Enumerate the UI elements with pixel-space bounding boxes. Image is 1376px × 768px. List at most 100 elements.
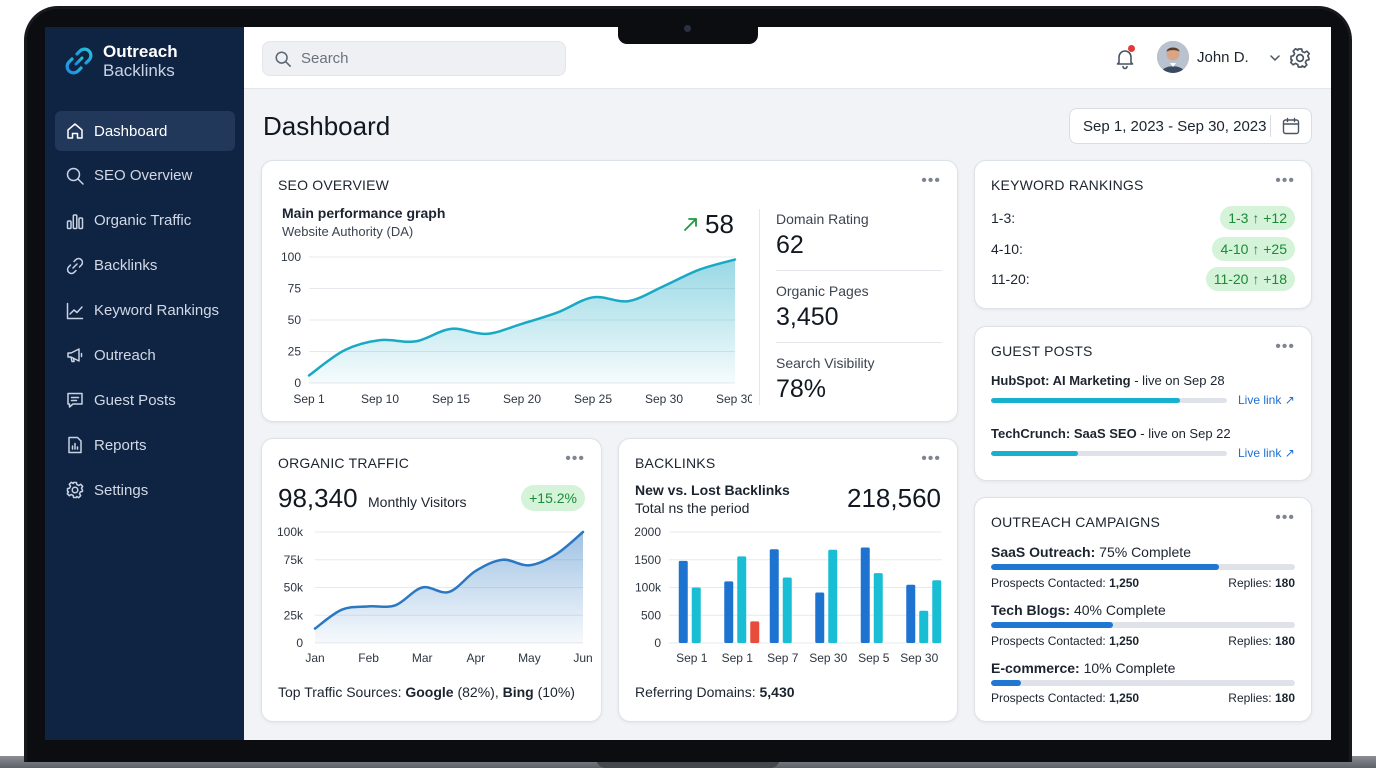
traffic-sources: Top Traffic Sources: Google (82%), Bing … <box>278 684 575 700</box>
traffic-area-chart: 0 25k 50k 75k 100k Jan Feb Mar Apr May Jun <box>277 525 593 665</box>
outreach-campaigns-card: OUTREACH CAMPAIGNS ••• SaaS Outreach: 75… <box>974 497 1312 722</box>
sidebar-item-outreach[interactable]: Outreach <box>55 335 235 375</box>
x-tick-label: Sep 30 <box>716 392 752 406</box>
chain-logo-icon <box>65 47 93 75</box>
bar-new <box>815 592 825 643</box>
x-tick-label: Sep 15 <box>432 392 470 406</box>
search-icon <box>65 166 85 186</box>
change-badge: +15.2% <box>521 485 585 511</box>
metric-value: 78% <box>776 375 827 403</box>
referring-domains: Referring Domains: 5,430 <box>635 684 795 700</box>
chevron-down-icon[interactable] <box>1268 51 1282 65</box>
bar-new <box>906 584 916 643</box>
y-tick-label: 0 <box>294 376 301 390</box>
more-options-icon[interactable]: ••• <box>565 450 585 467</box>
x-tick-label: Sep 30 <box>900 651 938 665</box>
home-icon <box>65 121 85 141</box>
campaign-title: Tech Blogs: 40% Complete <box>991 602 1166 618</box>
card-title: GUEST POSTS <box>991 343 1093 359</box>
metric-label: Organic Pages <box>776 283 869 299</box>
backlinks-total: 218,560 <box>847 483 941 513</box>
search-input[interactable] <box>301 50 541 67</box>
guest-post-title: TechCrunch: SaaS SEO - live on Sep 22 <box>991 426 1231 441</box>
x-tick-label: Sep 30 <box>809 651 847 665</box>
monthly-visitors-value: 98,340 <box>278 483 358 513</box>
bar-new <box>769 549 779 643</box>
keyword-change-badge: 11-20 ↑ +18 <box>1205 267 1295 291</box>
avatar[interactable] <box>1157 41 1189 73</box>
monthly-visitors-label: Monthly Visitors <box>368 494 467 510</box>
x-tick-label: Sep 30 <box>645 392 683 406</box>
x-tick-label: Sep 10 <box>361 392 399 406</box>
date-range-picker[interactable]: Sep 1, 2023 - Sep 30, 2023 <box>1069 108 1312 144</box>
organic-traffic-card: ORGANIC TRAFFIC ••• 98,340 Monthly Visit… <box>261 438 602 722</box>
y-tick-label: 75 <box>288 282 302 296</box>
y-tick-label: 75k <box>284 553 304 567</box>
da-area-chart: 0 25 50 75 100 Sep 1 Sep 10 Sep 15 Sep 20 Sep 25 S… <box>281 250 752 406</box>
sidebar-item-label: Keyword Rankings <box>94 302 220 320</box>
bar-second <box>782 577 792 643</box>
keyword-change-badge: 4-10 ↑ +25 <box>1212 237 1295 261</box>
keyword-range-label: 4-10: <box>991 241 1023 257</box>
seo-overview-card: SEO OVERVIEW ••• Main performance graph … <box>261 160 958 422</box>
more-options-icon[interactable]: ••• <box>1275 509 1295 526</box>
y-tick-label: 100k <box>277 525 304 539</box>
metric-organic-pages: Organic Pages 3,450 <box>776 283 869 332</box>
y-tick-label: 2000 <box>634 525 661 539</box>
live-link[interactable]: Live link ↗ <box>1238 446 1295 460</box>
calendar-icon <box>1282 117 1300 135</box>
keyword-row: 1-3: 1-3 ↑ +12 <box>991 206 1295 230</box>
sidebar-item-seo-overview[interactable]: SEO Overview <box>55 156 235 196</box>
series-line <box>313 530 585 630</box>
campaign-title: E-commerce: 10% Complete <box>991 660 1176 676</box>
more-options-icon[interactable]: ••• <box>921 172 941 189</box>
sidebar-item-label: SEO Overview <box>94 167 193 185</box>
sidebar-item-settings[interactable]: Settings <box>55 470 235 510</box>
user-name[interactable]: John D. <box>1197 49 1249 66</box>
sidebar-item-keyword-rankings[interactable]: Keyword Rankings <box>55 291 235 331</box>
series-line <box>307 258 737 377</box>
live-link[interactable]: Live link ↗ <box>1238 393 1295 407</box>
y-tick-label: 100 <box>281 250 301 264</box>
sidebar-item-dashboard[interactable]: Dashboard <box>55 111 235 151</box>
sidebar-item-label: Organic Traffic <box>94 212 192 230</box>
guest-post-progress <box>991 398 1227 403</box>
bell-icon[interactable] <box>1113 46 1137 70</box>
guest-post-progress <box>991 451 1227 456</box>
sidebar-nav: Dashboard SEO Overview Organic Traffic B… <box>55 111 235 515</box>
keyword-row: 11-20: 11-20 ↑ +18 <box>991 267 1295 291</box>
metric-label: Search Visibility <box>776 355 875 371</box>
sidebar-item-reports[interactable]: Reports <box>55 425 235 465</box>
brand[interactable]: Outreach Backlinks <box>63 42 178 80</box>
card-title: OUTREACH CAMPAIGNS <box>991 514 1161 530</box>
message-icon <box>65 390 85 410</box>
report-icon <box>65 435 85 455</box>
x-tick-label: Jan <box>305 651 324 665</box>
external-link-icon: ↗ <box>1284 446 1295 460</box>
screen: Outreach Backlinks Dashboard SEO Overvie… <box>45 27 1331 740</box>
sidebar-item-backlinks[interactable]: Backlinks <box>55 246 235 286</box>
keyword-change-badge: 1-3 ↑ +12 <box>1220 206 1295 230</box>
x-tick-label: Feb <box>358 651 379 665</box>
keyword-row: 4-10: 4-10 ↑ +25 <box>991 237 1295 261</box>
line-chart-icon <box>65 301 85 321</box>
sidebar-item-label: Backlinks <box>94 257 158 275</box>
sidebar: Outreach Backlinks Dashboard SEO Overvie… <box>45 27 244 740</box>
more-options-icon[interactable]: ••• <box>1275 172 1295 189</box>
backlinks-subtitle-2: Total ns the period <box>635 500 750 516</box>
bar-chart-icon <box>65 211 85 231</box>
more-options-icon[interactable]: ••• <box>921 450 941 467</box>
user-photo-icon <box>1157 41 1189 73</box>
settings-gear-icon[interactable] <box>1288 46 1312 70</box>
da-current-value: 58 <box>705 209 734 239</box>
sidebar-item-guest-posts[interactable]: Guest Posts <box>55 380 235 420</box>
keyword-range-label: 1-3: <box>991 210 1016 226</box>
keyword-range-label: 11-20: <box>991 271 1030 287</box>
more-options-icon[interactable]: ••• <box>1275 338 1295 355</box>
graph-title: Main performance graph <box>282 205 446 221</box>
sidebar-item-organic-traffic[interactable]: Organic Traffic <box>55 201 235 241</box>
search-box[interactable] <box>262 41 566 76</box>
sidebar-item-label: Dashboard <box>94 122 168 140</box>
campaign-progress <box>991 564 1295 570</box>
x-tick-label: Sep 1 <box>293 392 325 406</box>
